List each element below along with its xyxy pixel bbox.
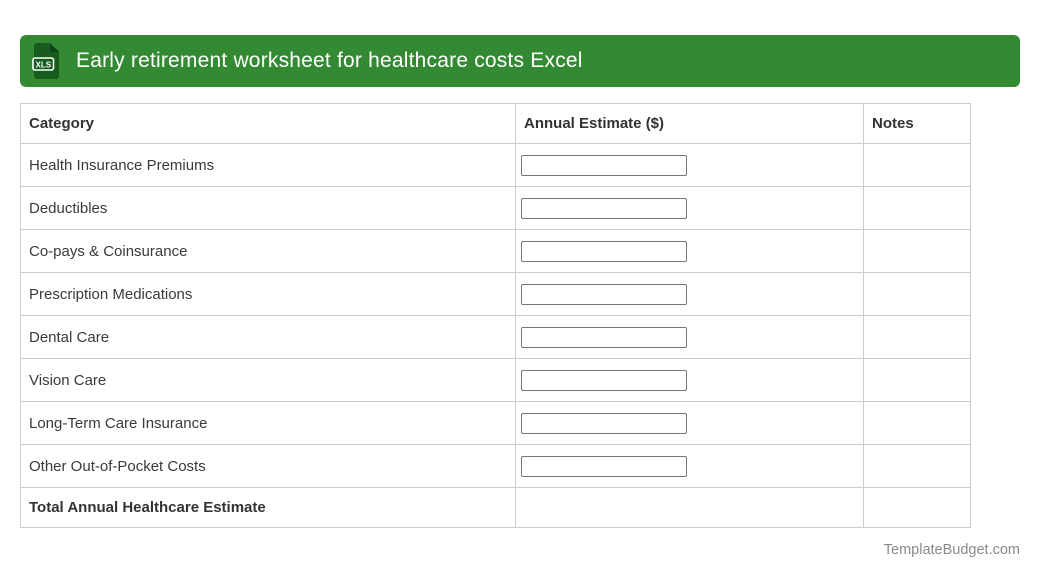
annual-estimate-cell	[515, 487, 864, 528]
column-header-notes: Notes	[863, 103, 971, 144]
category-cell: Dental Care	[20, 315, 516, 359]
category-cell: Prescription Medications	[20, 272, 516, 316]
header-row: Category Annual Estimate ($) Notes	[20, 103, 971, 144]
category-cell: Other Out-of-Pocket Costs	[20, 444, 516, 488]
annual-estimate-cell	[515, 401, 864, 445]
table-row: Other Out-of-Pocket Costs	[20, 444, 971, 488]
site-credit: TemplateBudget.com	[883, 542, 1020, 558]
annual-estimate-cell	[515, 272, 864, 316]
title-bar: XLS Early retirement worksheet for healt…	[20, 35, 1020, 87]
table-row: Prescription Medications	[20, 272, 971, 316]
table-body: Health Insurance Premiums Deductibles Co-p…	[20, 143, 971, 528]
table-row: Total Annual Healthcare Estimate	[20, 487, 971, 528]
notes-cell	[863, 143, 971, 187]
worksheet-table: Category Annual Estimate ($) Notes Healt…	[20, 103, 971, 528]
notes-cell	[863, 229, 971, 273]
category-cell: Long-Term Care Insurance	[20, 401, 516, 445]
notes-cell	[863, 487, 971, 528]
table-row: Co-pays & Coinsurance	[20, 229, 971, 273]
notes-cell	[863, 444, 971, 488]
table-row: Dental Care	[20, 315, 971, 359]
table-row: Long-Term Care Insurance	[20, 401, 971, 445]
category-cell: Total Annual Healthcare Estimate	[20, 487, 516, 528]
annual-estimate-cell	[515, 358, 864, 402]
annual-estimate-cell	[515, 186, 864, 230]
annual-estimate-input[interactable]	[521, 369, 687, 391]
category-cell: Vision Care	[20, 358, 516, 402]
category-cell: Health Insurance Premiums	[20, 143, 516, 187]
xls-file-icon: XLS	[32, 42, 60, 80]
annual-estimate-input[interactable]	[521, 283, 687, 305]
annual-estimate-input[interactable]	[521, 326, 687, 348]
table-row: Deductibles	[20, 186, 971, 230]
notes-cell	[863, 272, 971, 316]
annual-estimate-cell	[515, 229, 864, 273]
category-cell: Deductibles	[20, 186, 516, 230]
xls-icon-label: XLS	[36, 60, 52, 69]
annual-estimate-cell	[515, 315, 864, 359]
column-header-category: Category	[20, 103, 516, 144]
notes-cell	[863, 186, 971, 230]
page-title: Early retirement worksheet for healthcar…	[76, 49, 583, 72]
column-header-annual-estimate: Annual Estimate ($)	[515, 103, 864, 144]
category-cell: Co-pays & Coinsurance	[20, 229, 516, 273]
table-row: Health Insurance Premiums	[20, 143, 971, 187]
notes-cell	[863, 401, 971, 445]
notes-cell	[863, 315, 971, 359]
table-row: Vision Care	[20, 358, 971, 402]
annual-estimate-input[interactable]	[521, 197, 687, 219]
annual-estimate-input[interactable]	[521, 240, 687, 262]
annual-estimate-input[interactable]	[521, 154, 687, 176]
annual-estimate-cell	[515, 143, 864, 187]
annual-estimate-input[interactable]	[521, 455, 687, 477]
notes-cell	[863, 358, 971, 402]
annual-estimate-cell	[515, 444, 864, 488]
annual-estimate-input[interactable]	[521, 412, 687, 434]
